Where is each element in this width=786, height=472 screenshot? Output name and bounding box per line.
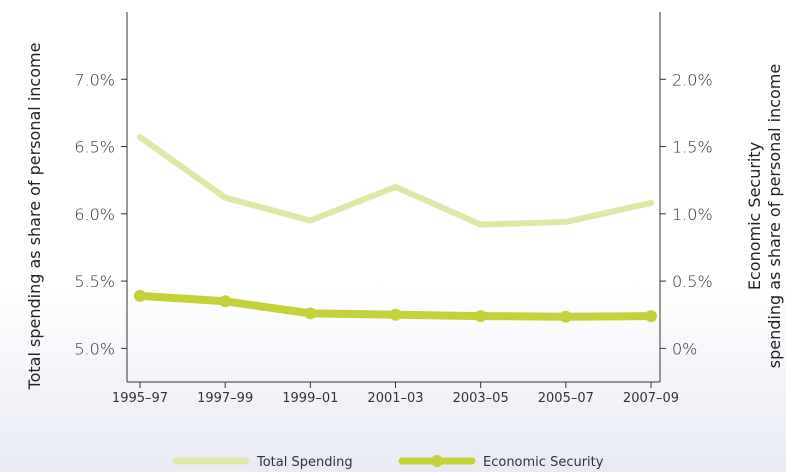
x-tick-label: 1997–99 [197, 391, 253, 406]
legend-label-total-spending: Total Spending [256, 455, 353, 470]
right-axis-label-line1: Economic Security [745, 142, 764, 290]
left-tick-label: 5.5% [74, 272, 115, 291]
left-tick-label: 6.5% [74, 138, 115, 157]
tick-labels: 5.0% 5.5% 6.0% 6.5% 7.0% 0% 0.5% 1.0% 1.5% 2.0% 19… [74, 70, 712, 406]
right-tick-label: 0.5% [672, 272, 713, 291]
legend-label-economic-security: Economic Security [483, 455, 604, 470]
left-tick-label: 7.0% [74, 70, 115, 89]
x-tick-label: 1999–01 [282, 391, 338, 406]
data-point-economic-security [304, 307, 317, 320]
right-tick-label: 1.5% [672, 138, 713, 157]
data-point-economic-security [645, 310, 657, 323]
x-tick-label: 1995–97 [112, 391, 168, 406]
series-line-total-spending [137, 134, 654, 228]
series-markers [134, 289, 657, 323]
right-axis-label-line2: spending as share of personal income [765, 64, 784, 368]
data-point-economic-security [134, 289, 146, 302]
right-tick-label: 0% [672, 339, 697, 358]
series-lines [136, 134, 655, 321]
legend-marker-economic-security [431, 455, 443, 467]
x-tick-label: 2005–07 [538, 391, 594, 406]
axes [121, 12, 666, 388]
x-tick-label: 2003–05 [453, 391, 509, 406]
right-tick-label: 1.0% [672, 205, 713, 224]
right-tick-label: 2.0% [672, 70, 713, 89]
left-tick-label: 5.0% [74, 339, 115, 358]
data-point-economic-security [559, 310, 572, 323]
legend: Total Spending Economic Security [172, 455, 604, 470]
data-point-economic-security [474, 310, 487, 323]
left-tick-label: 6.0% [74, 205, 115, 224]
x-tick-label: 2007–09 [623, 391, 679, 406]
x-tick-label: 2001–03 [367, 391, 423, 406]
data-point-economic-security [219, 295, 232, 308]
data-point-economic-security [389, 308, 402, 321]
left-axis-label: Total spending as share of personal inco… [25, 43, 44, 391]
